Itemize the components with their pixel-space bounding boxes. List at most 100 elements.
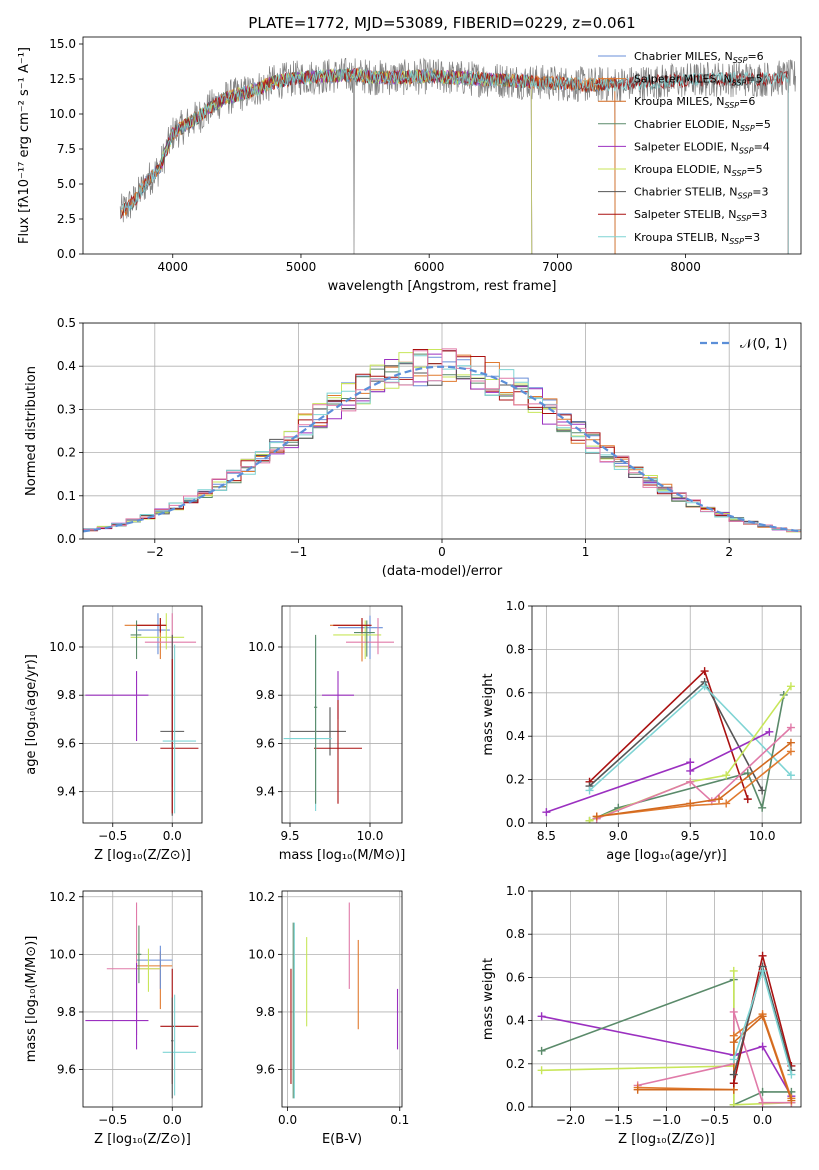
legend-label: Kroupa STELIB, N	[634, 231, 729, 244]
y-tick-label: 9.6	[256, 1063, 275, 1077]
weight-marker	[729, 1007, 738, 1016]
legend-entry-1: Salpeter MILES, NSSP=5	[634, 73, 763, 88]
panel-age-Z: −0.5 0.0 9.4 9.6 9.8 10.0 Z [log₁₀(Z/Z⊙)] age […	[24, 605, 203, 863]
axes-frame	[531, 605, 802, 824]
panel-age-mass: 9.5 10.0 9.4 9.6 9.8 10.0 mass [log₁₀(M/M⊙)]	[248, 605, 406, 863]
weight-marker	[537, 1012, 546, 1021]
errorbar-point-1	[338, 615, 383, 660]
legend-sub: SSP	[736, 214, 751, 223]
x-axis-label: age [log₁₀(age/yr)]	[606, 848, 727, 863]
axes-frame	[82, 890, 203, 1108]
chart-title: PLATE=1772, MJD=53089, FIBERID=0229, z=0…	[248, 14, 635, 32]
legend-label: Salpeter STELIB, N	[634, 208, 736, 221]
y-axis-label: Flux [fλ10⁻¹⁷ erg cm⁻² s⁻¹ A⁻¹]	[17, 47, 32, 244]
errorbar-point-2	[130, 613, 185, 650]
weight-line-4	[546, 731, 770, 813]
errorbar-point-10	[314, 634, 318, 804]
weight-marker	[537, 1046, 546, 1055]
weight-marker	[758, 1042, 767, 1051]
plot-area	[282, 606, 402, 823]
plot-area	[119, 57, 796, 254]
legend-n: =3	[744, 231, 760, 244]
legend-sub: SSP	[732, 79, 747, 88]
x-tick-label: 0	[438, 545, 446, 559]
errorbar-point-7	[290, 707, 346, 756]
legend-n: =5	[755, 118, 771, 131]
model-line-2	[121, 68, 616, 254]
weight-marker	[758, 803, 767, 812]
legend-label: Salpeter MILES, N	[634, 73, 732, 86]
y-tick-label: 0.3	[57, 402, 76, 416]
weight-marker	[787, 1096, 796, 1105]
y-tick-label: 0.0	[506, 1100, 525, 1114]
x-axis-label: mass [log₁₀(M/M⊙)]	[279, 848, 406, 863]
weight-marker	[686, 766, 695, 775]
errorbar-point-5	[136, 618, 167, 633]
weight-line-7	[596, 750, 792, 818]
y-tick-label: 0.4	[57, 359, 76, 373]
x-tick-label: 8.5	[537, 829, 556, 843]
weight-marker	[542, 808, 551, 817]
weight-marker	[729, 1038, 738, 1047]
errorbar-point-2	[333, 620, 382, 660]
panel-residuals: −2 −1 0 1 2 0.0 0.1 0.2 0.3 0.4 0.5 (data-model)/er…	[24, 316, 802, 579]
legend-entry-2: Kroupa MILES, NSSP=6	[634, 95, 755, 110]
errorbar-point-5	[333, 618, 372, 633]
y-tick-label: 10.0	[49, 947, 76, 961]
legend-n: =5	[746, 73, 762, 86]
y-tick-label: 0.4	[506, 729, 525, 743]
weight-marker	[743, 795, 752, 804]
y-tick-label: 9.8	[256, 688, 275, 702]
legend-n: =6	[739, 95, 755, 108]
panel-weight-age: 8.5 9.0 9.5 10.0 0.0 0.2 0.4 0.6 0.8 1.0 age [log₁…	[481, 599, 802, 863]
y-tick-label: 9.8	[256, 1005, 275, 1019]
axes-frame	[531, 890, 802, 1108]
errorbar-point-8	[160, 659, 199, 814]
weight-marker	[729, 1070, 738, 1079]
y-tick-label: 9.6	[57, 1063, 76, 1077]
x-axis-label: Z [log₁₀(Z/Z⊙)]	[618, 1132, 715, 1147]
weight-marker	[787, 1070, 796, 1079]
model-line-7	[121, 68, 789, 254]
y-tick-label: 10.2	[49, 890, 76, 904]
legend-sub: SSP	[729, 237, 744, 246]
legend-entry-3: Chabrier ELODIE, NSSP=5	[634, 118, 771, 133]
x-tick-label: 10.0	[357, 829, 384, 843]
weight-line-2	[541, 970, 792, 1106]
model-line-0	[121, 67, 616, 254]
legend-n: =6	[747, 50, 763, 63]
weight-marker	[700, 667, 709, 676]
y-tick-label: 5.0	[57, 177, 76, 191]
model-line-8	[121, 68, 789, 254]
y-tick-label: 15.0	[49, 37, 76, 51]
weight-marker	[715, 795, 724, 804]
x-tick-label: 0.0	[278, 1113, 297, 1127]
weight-marker	[537, 1066, 546, 1075]
panel-spectrum: 4000 5000 6000 7000 8000 0.0 2.5 5.0 7.5 10.0 12.5…	[17, 14, 802, 294]
weight-marker	[585, 816, 594, 823]
errorbar-point-5	[160, 968, 199, 1084]
y-axis-label: mass weight	[481, 673, 496, 755]
errorbar-point-3	[346, 618, 394, 655]
y-tick-label: 9.8	[57, 688, 76, 702]
axes-frame	[82, 36, 802, 255]
x-axis-label: wavelength [Angstrom, rest frame]	[328, 279, 557, 294]
x-tick-label: 0.0	[163, 1113, 182, 1127]
y-tick-label: 9.6	[256, 736, 275, 750]
legend-label: Chabrier ELODIE, N	[634, 118, 740, 131]
x-axis-label: (data-model)/error	[382, 564, 503, 579]
weight-marker	[758, 966, 767, 975]
panel-weight-Z: −2.0 −1.5 −1.0 −0.5 0.0 0.0 0.2 0.4 0.6 0.8 1.0 Z […	[481, 884, 802, 1147]
errorbar-point-4	[130, 620, 142, 660]
errorbar-point-1	[137, 613, 170, 655]
legend-label: Chabrier MILES, N	[634, 50, 733, 63]
y-tick-label: 0.0	[506, 816, 525, 830]
axes-frame	[281, 605, 403, 824]
weight-marker	[758, 1012, 767, 1021]
y-tick-label: 10.0	[248, 640, 275, 654]
legend-sub: SSP	[732, 169, 747, 178]
x-tick-label: −2.0	[556, 1113, 585, 1127]
y-axis-label: Normed distribution	[24, 366, 39, 496]
y-tick-label: 10.0	[49, 107, 76, 121]
x-tick-label: −1.5	[604, 1113, 633, 1127]
